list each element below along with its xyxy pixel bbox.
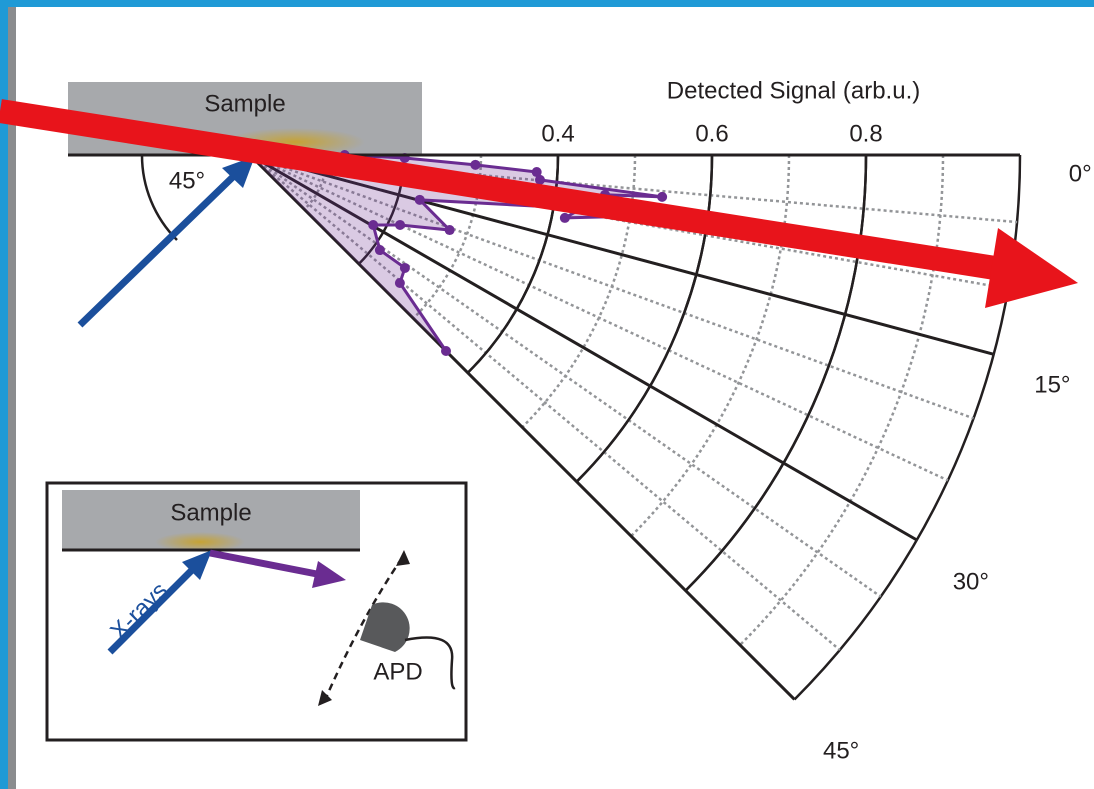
inset: Sample X-rays APD [47, 483, 466, 740]
signal-point [657, 192, 667, 202]
signal-point [560, 213, 570, 223]
signal-point [400, 263, 410, 273]
signal-point [445, 225, 455, 235]
signal-point [470, 160, 480, 170]
signal-point [395, 220, 405, 230]
signal-point [368, 220, 378, 230]
theta-tick-label: 15° [1034, 372, 1070, 399]
r-tick-label: 0.4 [541, 120, 574, 147]
signal-point [395, 278, 405, 288]
signal-point [441, 346, 451, 356]
top-border [0, 0, 1094, 7]
theta-tick-label: 0° [1069, 160, 1092, 187]
inset-detector-label: APD [373, 658, 422, 685]
theta-tick-label: 45° [823, 737, 859, 764]
signal-point [375, 245, 385, 255]
r-axis-label: Detected Signal (arb.u.) [667, 77, 920, 104]
sample-label: Sample [204, 90, 285, 117]
figure: Sample 45° 0.4 0.6 0.8 Detected Signal (arb… [0, 0, 1094, 789]
angle-label: 45° [169, 167, 205, 194]
inset-sample-label: Sample [170, 499, 251, 526]
signal-point [535, 175, 545, 185]
theta-tick-label: 30° [953, 568, 989, 595]
signal-point [415, 195, 425, 205]
r-tick-label: 0.6 [695, 120, 728, 147]
r-tick-label: 0.8 [849, 120, 882, 147]
